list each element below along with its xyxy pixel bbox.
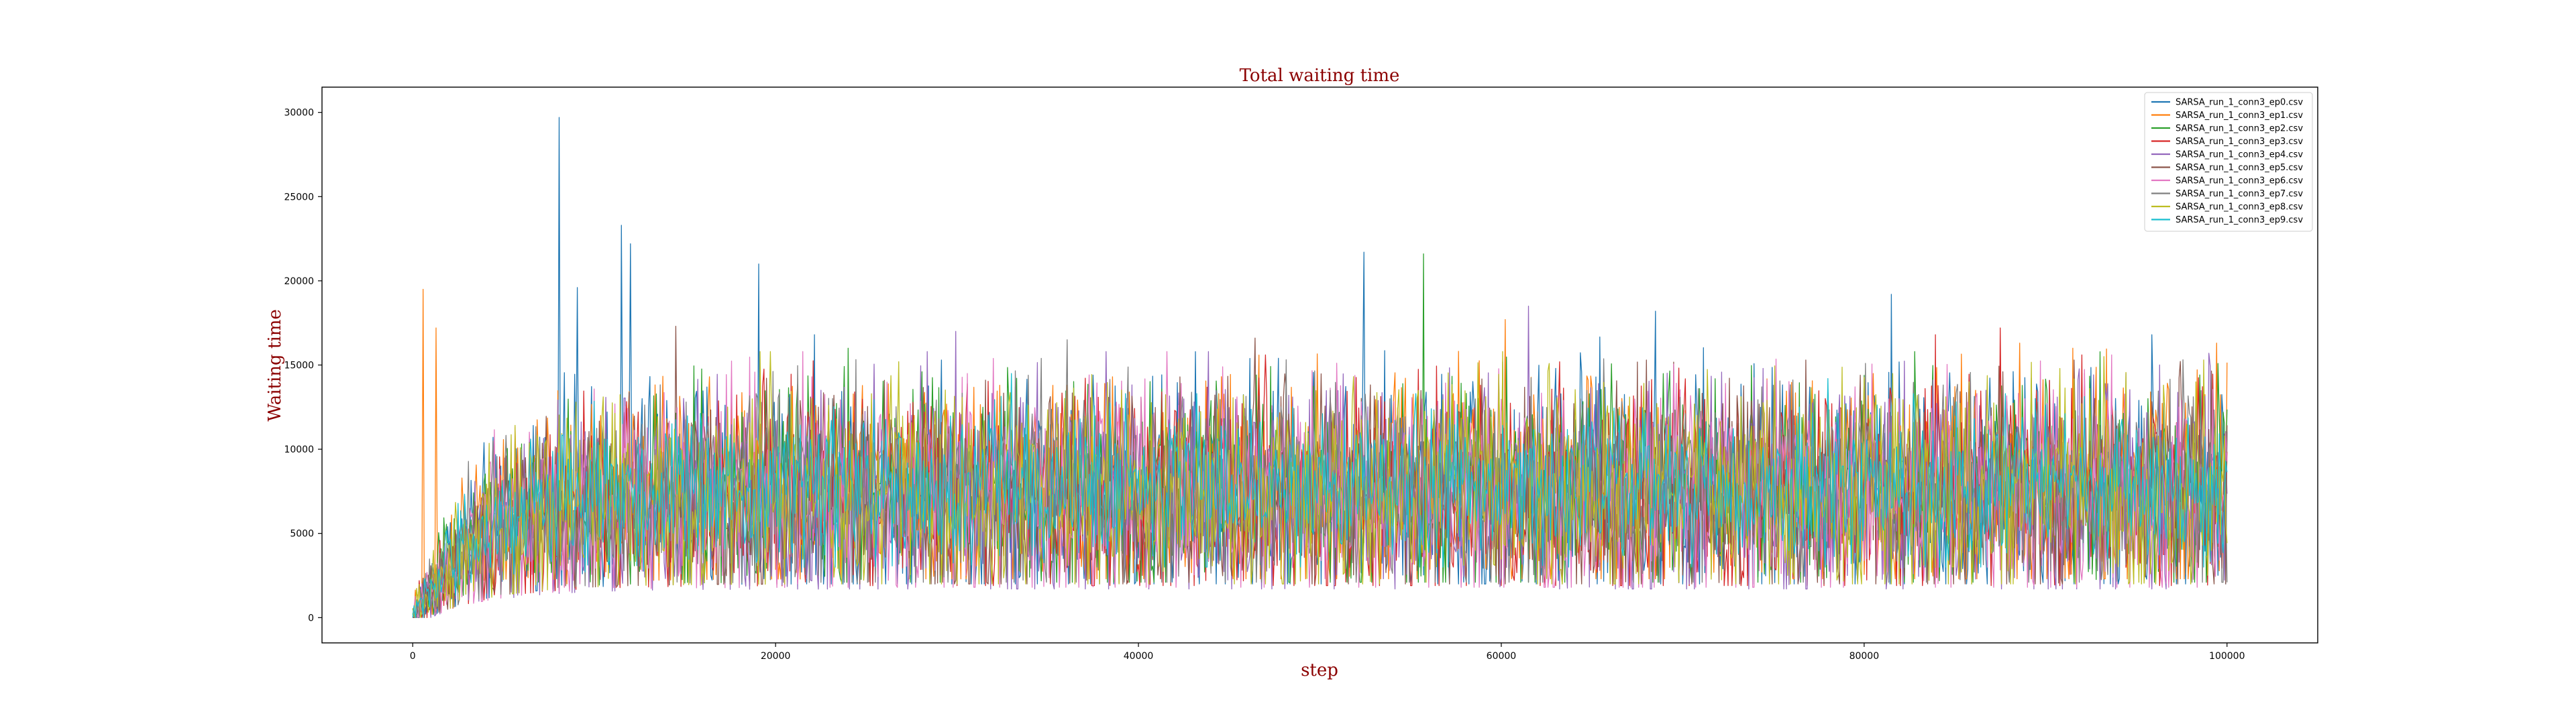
y-tick-label: 0: [308, 613, 314, 623]
x-tick-label: 20000: [761, 651, 791, 662]
legend: SARSA_run_1_conn3_ep0.csv SARSA_run_1_con…: [2144, 92, 2313, 232]
series-line-ep9: [412, 373, 2228, 618]
legend-entry-label: SARSA_run_1_conn3_ep7.csv: [2176, 189, 2303, 199]
series-layer: [412, 117, 2228, 618]
x-axis-label: step: [1301, 660, 1338, 680]
x-tick-label: 60000: [1487, 651, 1517, 662]
y-tick-label: 5000: [290, 529, 314, 540]
y-tick-label: 10000: [284, 444, 314, 455]
legend-entry-label: SARSA_run_1_conn3_ep2.csv: [2176, 124, 2303, 134]
x-tick-label: 0: [410, 651, 416, 662]
y-axis: 0 5000 10000 15000 20000 25000 30000: [284, 108, 322, 623]
x-axis: 0 20000 40000 60000 80000 100000: [410, 643, 2245, 662]
chart-title: Total waiting time: [1240, 66, 1400, 86]
legend-entry-label: SARSA_run_1_conn3_ep0.csv: [2176, 98, 2303, 108]
legend-entry-label: SARSA_run_1_conn3_ep4.csv: [2176, 150, 2303, 160]
legend-entry-label: SARSA_run_1_conn3_ep9.csv: [2176, 215, 2303, 225]
x-tick-label: 40000: [1124, 651, 1154, 662]
y-axis-label: Waiting time: [265, 309, 285, 422]
y-tick-label: 20000: [284, 276, 314, 287]
y-tick-label: 25000: [284, 192, 314, 202]
legend-entry-label: SARSA_run_1_conn3_ep6.csv: [2176, 176, 2303, 186]
x-tick-label: 80000: [1849, 651, 1880, 662]
legend-entry-label: SARSA_run_1_conn3_ep1.csv: [2176, 111, 2303, 121]
x-tick-label: 100000: [2209, 651, 2245, 662]
y-tick-label: 30000: [284, 108, 314, 119]
legend-box: [2144, 92, 2313, 232]
legend-entry-label: SARSA_run_1_conn3_ep8.csv: [2176, 202, 2303, 213]
legend-entry-label: SARSA_run_1_conn3_ep5.csv: [2176, 163, 2303, 173]
plot-area: [321, 86, 2318, 644]
legend-entry-label: SARSA_run_1_conn3_ep3.csv: [2176, 137, 2303, 147]
y-tick-label: 15000: [284, 361, 314, 371]
